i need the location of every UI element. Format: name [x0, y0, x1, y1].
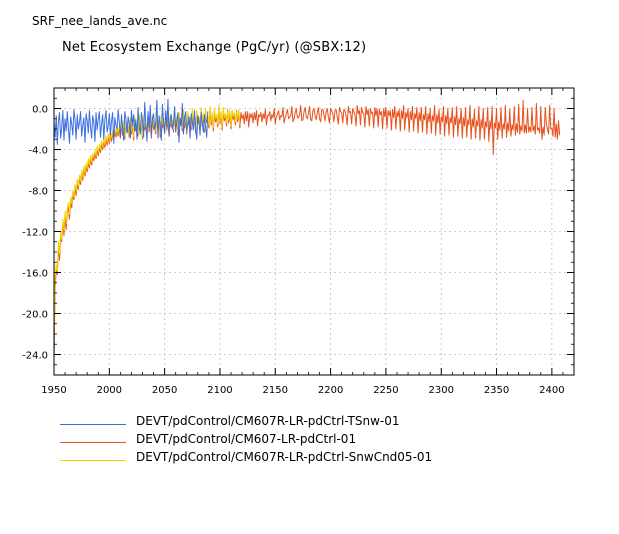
file-label: SRF_nee_lands_ave.nc — [32, 14, 168, 28]
x-tick-label: 2050 — [152, 385, 177, 396]
legend-swatch — [60, 424, 126, 425]
series-lines — [53, 98, 561, 360]
x-tick-label: 2150 — [263, 385, 288, 396]
legend-label: DEVT/pdControl/CM607R-LR-pdCtrl-TSnw-01 — [136, 414, 400, 428]
y-tick-label: -16.0 — [22, 269, 48, 280]
x-tick-label: 2300 — [429, 385, 454, 396]
legend-swatch — [60, 442, 126, 443]
legend-label: DEVT/pdControl/CM607R-LR-pdCtrl-SnwCnd05… — [136, 450, 433, 464]
x-tick-label: 2000 — [97, 385, 122, 396]
y-tick-label: -4.0 — [28, 146, 48, 157]
legend-swatch — [60, 460, 126, 461]
chart-title: Net Ecosystem Exchange (PgC/yr) (@SBX:12… — [62, 40, 367, 55]
x-tick-label: 2100 — [207, 385, 232, 396]
axis-ticks: 1950 2000 2050 2100 2150 2200 2250 2300 2350 2400… — [22, 87, 574, 396]
y-tick-label: -12.0 — [22, 228, 48, 239]
legend-label: DEVT/pdControl/CM607-LR-pdCtrl-01 — [136, 432, 357, 446]
x-tick-label: 2400 — [539, 385, 564, 396]
x-tick-label: 1950 — [41, 385, 66, 396]
series-line — [53, 98, 209, 145]
x-tick-label: 2200 — [318, 385, 343, 396]
y-tick-label: -24.0 — [22, 351, 48, 362]
series-line — [53, 99, 561, 360]
y-tick-label: -8.0 — [28, 187, 48, 198]
y-tick-label: -20.0 — [22, 310, 48, 321]
x-tick-label: 2250 — [373, 385, 398, 396]
x-tick-label: 2350 — [484, 385, 509, 396]
y-tick-label: 0.0 — [32, 105, 48, 116]
